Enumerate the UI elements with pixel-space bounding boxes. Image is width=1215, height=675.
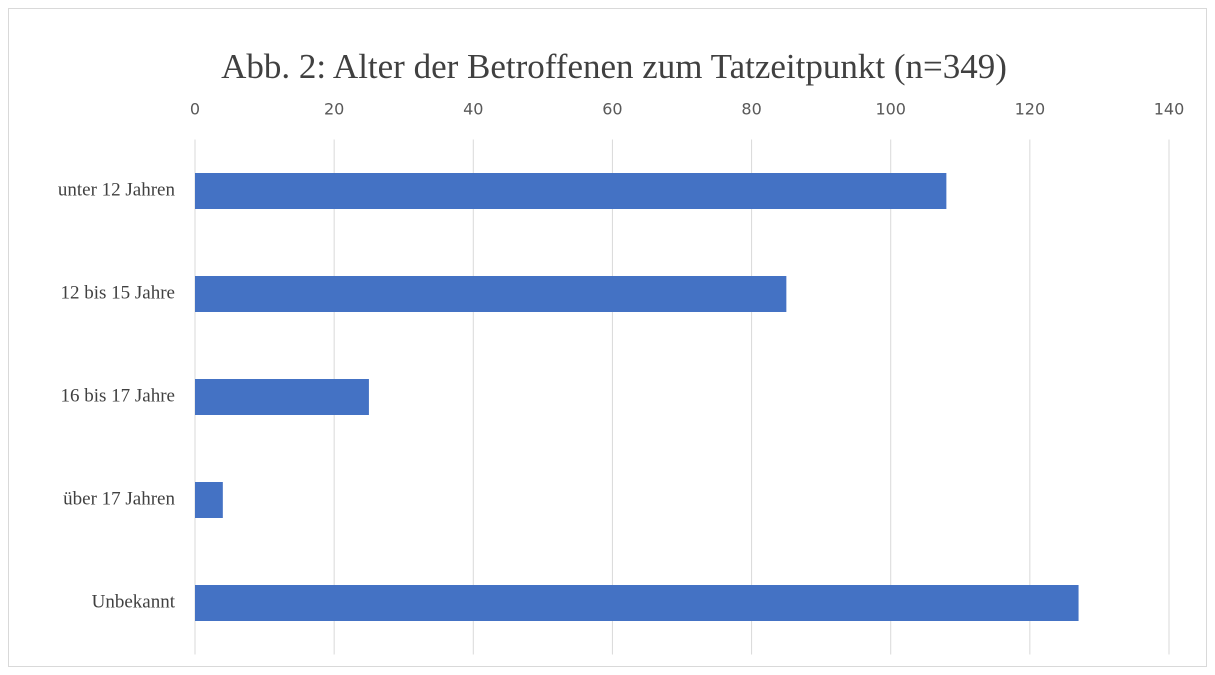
bar: [195, 276, 787, 312]
y-tick-label: 12 bis 15 Jahre: [60, 282, 175, 303]
bar: [195, 482, 223, 518]
x-tick-label: 60: [602, 100, 622, 119]
y-tick-label: 16 bis 17 Jahre: [60, 385, 175, 406]
x-tick-label: 140: [1154, 100, 1185, 119]
chart-border: [8, 8, 1207, 667]
x-tick-label: 120: [1015, 100, 1046, 119]
x-tick-label: 100: [875, 100, 906, 119]
x-tick-label: 40: [463, 100, 483, 119]
bar: [195, 585, 1079, 621]
x-tick-label: 80: [741, 100, 761, 119]
bar: [195, 173, 947, 209]
y-tick-label: unter 12 Jahren: [58, 179, 176, 200]
y-tick-label: über 17 Jahren: [63, 488, 175, 509]
y-tick-label: Unbekannt: [92, 591, 176, 612]
x-tick-label: 0: [190, 100, 200, 119]
bar: [195, 379, 369, 415]
chart-title: Abb. 2: Alter der Betroffenen zum Tatzei…: [221, 47, 1007, 86]
x-tick-label: 20: [324, 100, 344, 119]
